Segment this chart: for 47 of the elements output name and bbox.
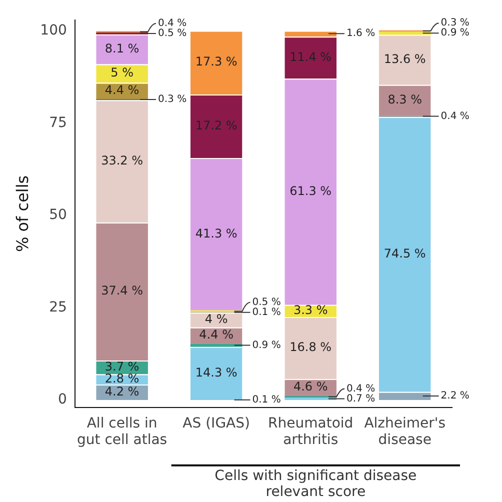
data-label: 14.3 % bbox=[195, 365, 238, 380]
data-label: 4.4 % bbox=[199, 328, 234, 342]
x-tick-label: All cells in gut cell atlas bbox=[77, 415, 168, 448]
data-label: 0.4 % bbox=[158, 18, 187, 30]
y-tick-label: 25 bbox=[49, 299, 67, 316]
data-label: 0.5 % bbox=[158, 28, 187, 40]
data-label: 0.4 % bbox=[440, 110, 470, 122]
data-label: 41.3 % bbox=[195, 226, 238, 240]
data-label: 11.4 % bbox=[290, 50, 332, 64]
data-label: 8.1 % bbox=[104, 41, 140, 56]
y-tick-label: 50 bbox=[49, 207, 67, 224]
data-label: 4.6 % bbox=[293, 380, 328, 394]
data-label: 4 % bbox=[204, 312, 228, 326]
data-label: 0.3 % bbox=[158, 94, 187, 106]
y-tick-label: 75 bbox=[49, 114, 67, 131]
data-label: 2.8 % bbox=[104, 371, 140, 386]
y-tick-label: 100 bbox=[40, 22, 67, 39]
data-label: 5 % bbox=[110, 66, 134, 80]
data-label: 33.2 % bbox=[101, 153, 144, 168]
data-label: 0.5 % bbox=[252, 296, 281, 308]
data-label: 17.3 % bbox=[195, 54, 238, 69]
data-label: 3.7 % bbox=[104, 359, 140, 374]
x-tick-label: Rheumatoid arthritis bbox=[268, 415, 354, 448]
data-label: 8.3 % bbox=[388, 92, 422, 106]
data-label: 0.9 % bbox=[440, 28, 470, 39]
data-label: 4.4 % bbox=[104, 82, 140, 97]
text: Cells with significant disease relevant score bbox=[214, 468, 417, 500]
x-tick-label: Alzheimer's disease bbox=[364, 415, 446, 448]
data-label: 2.2 % bbox=[440, 390, 470, 402]
data-label: 74.5 % bbox=[384, 246, 426, 261]
data-label: 1.6 % bbox=[346, 28, 376, 40]
data-label: 0.7 % bbox=[346, 393, 376, 404]
y-tick-label: 0 bbox=[58, 392, 67, 408]
data-label: 0.9 % bbox=[252, 340, 281, 351]
data-label: 17.2 % bbox=[195, 118, 238, 132]
data-label: 13.6 % bbox=[384, 52, 426, 66]
data-label: 3.3 % bbox=[293, 303, 328, 318]
data-label: 0.4 % bbox=[346, 383, 376, 394]
data-label: 16.8 % bbox=[290, 340, 332, 354]
data-label: 0.3 % bbox=[440, 18, 470, 29]
x-tick-label: AS (IGAS) bbox=[182, 415, 250, 432]
data-label: 0.1 % bbox=[252, 306, 281, 318]
data-label: 0.1 % bbox=[252, 394, 281, 406]
y-axis-title: % of cells bbox=[12, 175, 32, 252]
data-label: 37.4 % bbox=[101, 284, 144, 298]
data-label: 4.2 % bbox=[104, 384, 140, 398]
data-label: 61.3 % bbox=[290, 184, 332, 198]
